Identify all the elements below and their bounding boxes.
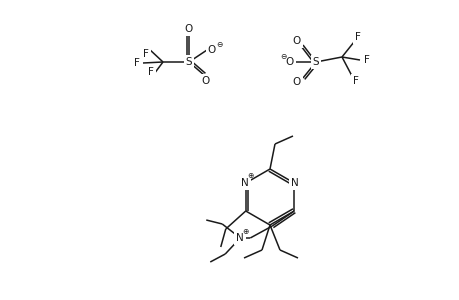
Text: N: N xyxy=(236,233,244,243)
Text: S: S xyxy=(312,57,319,67)
Text: F: F xyxy=(353,76,358,86)
Text: S: S xyxy=(185,57,192,67)
Text: F: F xyxy=(134,58,140,68)
Text: O: O xyxy=(292,77,301,87)
Text: N: N xyxy=(236,233,244,243)
Text: F: F xyxy=(143,49,149,59)
Text: N: N xyxy=(291,178,298,188)
Text: N: N xyxy=(291,178,298,188)
Text: O: O xyxy=(292,36,301,46)
Text: N: N xyxy=(241,178,248,188)
Text: F: F xyxy=(148,67,154,77)
Text: N: N xyxy=(241,178,248,188)
Text: O: O xyxy=(202,76,210,86)
Text: ⊖: ⊖ xyxy=(279,52,285,61)
Text: F: F xyxy=(363,55,369,65)
Text: ⊖: ⊖ xyxy=(215,40,222,49)
Text: S: S xyxy=(312,57,319,67)
Text: O: O xyxy=(285,57,293,67)
Text: O: O xyxy=(185,24,193,34)
Text: ⊕: ⊕ xyxy=(241,227,248,236)
Text: S: S xyxy=(185,57,192,67)
Text: F: F xyxy=(354,32,360,42)
Text: ⊕: ⊕ xyxy=(247,172,253,181)
Text: O: O xyxy=(207,45,216,55)
